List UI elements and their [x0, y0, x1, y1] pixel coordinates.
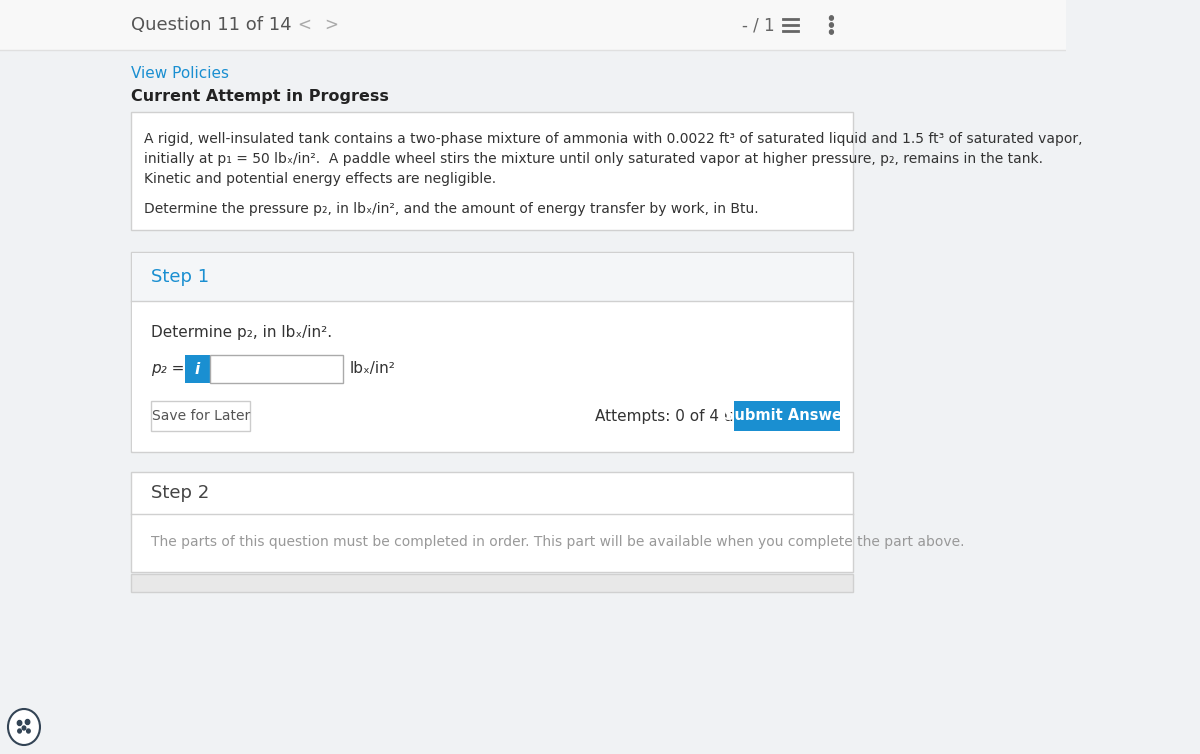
- FancyBboxPatch shape: [185, 355, 210, 383]
- FancyBboxPatch shape: [132, 472, 853, 572]
- FancyBboxPatch shape: [733, 401, 840, 431]
- FancyBboxPatch shape: [151, 401, 251, 431]
- Circle shape: [829, 23, 833, 27]
- Circle shape: [17, 721, 22, 725]
- Text: initially at p₁ = 50 lbₓ/in².  A paddle wheel stirs the mixture until only satur: initially at p₁ = 50 lbₓ/in². A paddle w…: [144, 152, 1043, 166]
- Text: Attempts: 0 of 4 used: Attempts: 0 of 4 used: [595, 409, 761, 424]
- Text: Submit Answer: Submit Answer: [725, 409, 850, 424]
- Text: Save for Later: Save for Later: [151, 409, 250, 423]
- Circle shape: [8, 709, 40, 745]
- Text: View Policies: View Policies: [132, 66, 229, 81]
- FancyBboxPatch shape: [132, 112, 853, 230]
- Circle shape: [23, 726, 25, 730]
- Text: Kinetic and potential energy effects are negligible.: Kinetic and potential energy effects are…: [144, 172, 496, 186]
- Circle shape: [25, 719, 30, 725]
- Text: - / 1: - / 1: [742, 16, 774, 34]
- Text: Step 1: Step 1: [151, 268, 209, 286]
- FancyBboxPatch shape: [132, 574, 853, 592]
- Text: lbₓ/in²: lbₓ/in²: [350, 361, 396, 376]
- Text: Step 2: Step 2: [151, 484, 209, 502]
- Text: p₂ =: p₂ =: [151, 361, 185, 376]
- Text: Current Attempt in Progress: Current Attempt in Progress: [132, 88, 389, 103]
- Text: >: >: [324, 16, 338, 34]
- FancyBboxPatch shape: [132, 301, 852, 451]
- Text: Determine p₂, in lbₓ/in².: Determine p₂, in lbₓ/in².: [151, 326, 332, 341]
- FancyBboxPatch shape: [0, 0, 1066, 50]
- Text: Determine the pressure p₂, in lbₓ/in², and the amount of energy transfer by work: Determine the pressure p₂, in lbₓ/in², a…: [144, 202, 758, 216]
- Circle shape: [26, 729, 30, 733]
- Circle shape: [18, 729, 22, 733]
- Text: <: <: [298, 16, 312, 34]
- Text: A rigid, well-insulated tank contains a two-phase mixture of ammonia with 0.0022: A rigid, well-insulated tank contains a …: [144, 132, 1082, 146]
- Text: The parts of this question must be completed in order. This part will be availab: The parts of this question must be compl…: [151, 535, 965, 549]
- FancyBboxPatch shape: [0, 50, 1066, 754]
- Text: Question 11 of 14: Question 11 of 14: [132, 16, 292, 34]
- Text: i: i: [194, 361, 200, 376]
- Circle shape: [829, 30, 833, 34]
- FancyBboxPatch shape: [210, 355, 343, 383]
- Circle shape: [829, 16, 833, 20]
- FancyBboxPatch shape: [132, 252, 853, 452]
- FancyBboxPatch shape: [132, 253, 852, 301]
